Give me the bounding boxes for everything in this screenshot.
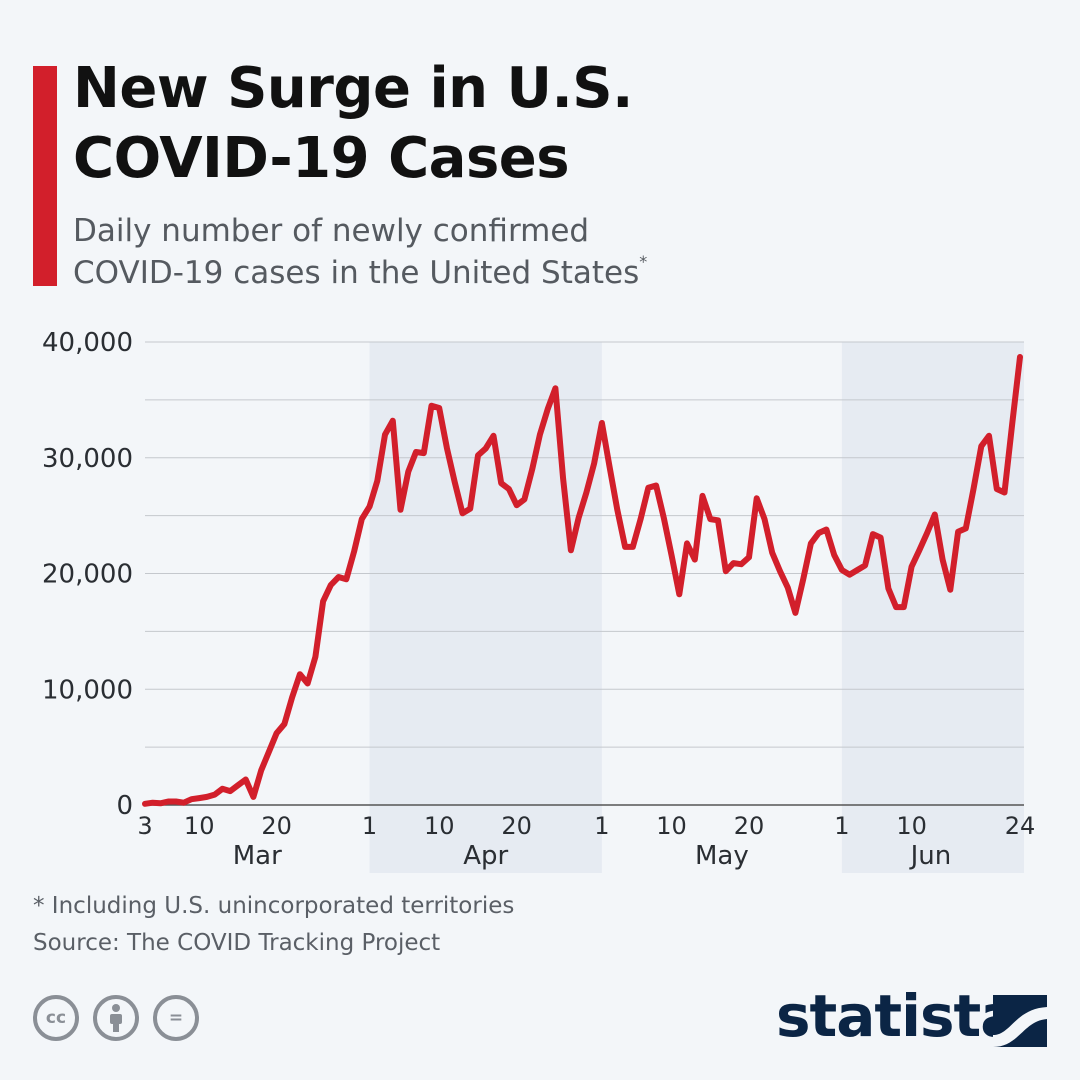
month-label: May (695, 841, 749, 871)
title-line-2: COVID-19 Cases (73, 126, 570, 191)
month-shading (369, 342, 1024, 873)
y-axis-labels: 0 10,000 20,000 30,000 40,000 (42, 328, 133, 821)
month-labels: Mar Apr May Jun (233, 841, 952, 871)
y-tick-label: 10,000 (42, 675, 133, 705)
y-tick-label: 30,000 (42, 444, 133, 474)
footnote: * Including U.S. unincorporated territor… (33, 893, 515, 919)
gridlines (145, 341, 1024, 806)
x-tick-label: 20 (501, 812, 532, 840)
subtitle-footnote-marker: * (639, 252, 648, 271)
statista-logo-icon[interactable] (993, 995, 1047, 1047)
y-tick-label: 0 (116, 791, 133, 821)
x-tick-label: 1 (834, 812, 849, 840)
month-shade-jun (841, 342, 1024, 873)
x-tick-label: 10 (656, 812, 687, 840)
x-tick-label: 1 (594, 812, 609, 840)
chart-subtitle: Daily number of newly confirmed COVID-19… (73, 210, 873, 294)
no-derivatives-icon[interactable]: = (153, 995, 199, 1041)
x-tick-label: 24 (1005, 812, 1036, 840)
x-tick-label: 20 (734, 812, 765, 840)
creative-commons-icon[interactable]: cc (33, 995, 79, 1041)
y-tick-label: 20,000 (42, 560, 133, 590)
month-label: Jun (909, 841, 952, 871)
x-tick-label: 10 (184, 812, 215, 840)
attribution-icon[interactable] (93, 995, 139, 1041)
subtitle-line-1: Daily number of newly confirmed (73, 213, 590, 249)
month-shade-apr (369, 342, 602, 873)
x-tick-label: 20 (261, 812, 292, 840)
series-group (142, 354, 1023, 807)
x-tick-label: 10 (896, 812, 927, 840)
x-axis-labels: 3 10 20 1 10 20 1 10 20 1 10 24 (137, 812, 1035, 840)
chart-title: New Surge in U.S. COVID-19 Cases (73, 54, 1033, 194)
title-line-1: New Surge in U.S. (73, 56, 633, 121)
x-tick-label: 1 (362, 812, 377, 840)
month-label: Mar (233, 841, 282, 871)
statista-logo-text[interactable]: statista (776, 982, 1019, 1050)
subtitle-line-2: COVID-19 cases in the United States (73, 255, 640, 291)
license-icons: cc = (33, 995, 199, 1047)
series-line-daily-cases (142, 354, 1023, 807)
x-tick-label: 3 (137, 812, 152, 840)
x-tick-label: 10 (424, 812, 455, 840)
month-label: Apr (463, 841, 508, 871)
person-icon (110, 1004, 122, 1032)
accent-bar (33, 66, 57, 286)
y-tick-label: 40,000 (42, 328, 133, 358)
source-note: Source: The COVID Tracking Project (33, 930, 441, 956)
